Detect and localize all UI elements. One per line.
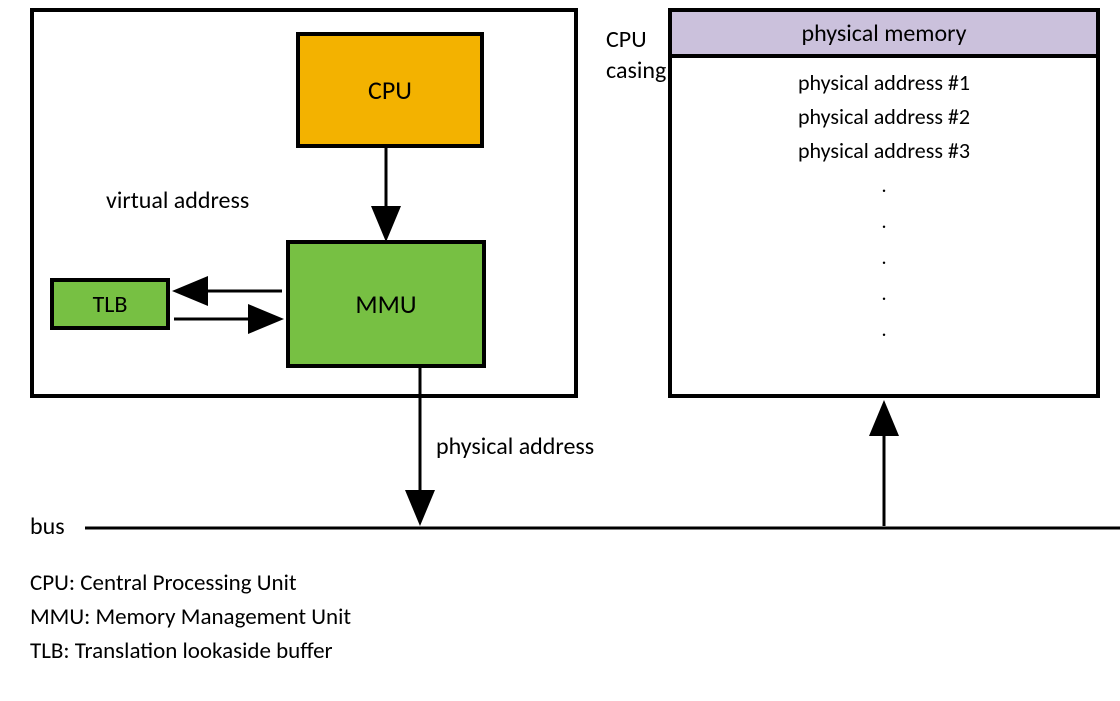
diagram-svg xyxy=(0,0,1120,701)
